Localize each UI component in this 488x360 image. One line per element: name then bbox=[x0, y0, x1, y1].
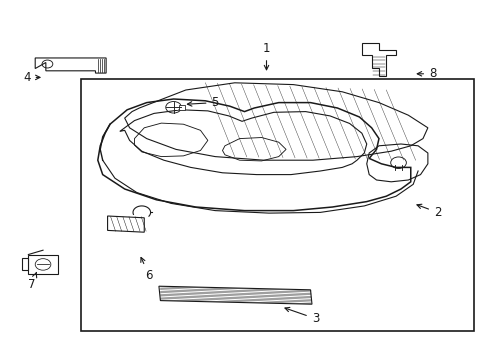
Text: 4: 4 bbox=[23, 71, 40, 84]
Text: 3: 3 bbox=[285, 307, 319, 325]
Bar bbox=[28, 255, 58, 274]
Text: 1: 1 bbox=[262, 42, 270, 70]
Text: 2: 2 bbox=[416, 204, 441, 219]
Bar bbox=[179, 105, 185, 110]
Bar bbox=[81, 79, 473, 331]
Text: 8: 8 bbox=[416, 67, 436, 80]
Text: 6: 6 bbox=[141, 257, 153, 282]
Bar bbox=[169, 104, 177, 110]
Text: 5: 5 bbox=[187, 96, 219, 109]
Text: 7: 7 bbox=[28, 273, 37, 291]
Bar bbox=[22, 258, 28, 270]
